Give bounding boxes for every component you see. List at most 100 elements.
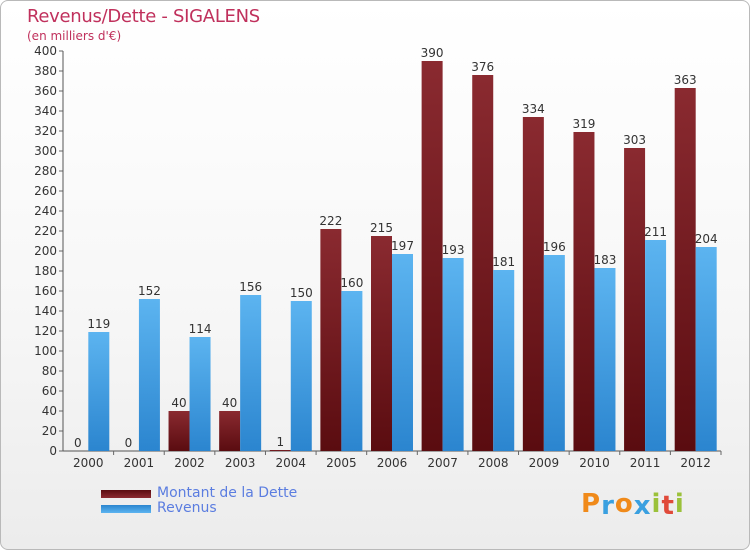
y-tick-label: 280 bbox=[34, 164, 57, 178]
x-tick-label: 2010 bbox=[579, 456, 610, 470]
bar-revenus bbox=[695, 247, 717, 451]
y-tick-label: 300 bbox=[34, 144, 57, 158]
bar-revenus bbox=[493, 270, 515, 451]
bar-revenus bbox=[290, 301, 312, 451]
logo-letter: P bbox=[581, 489, 602, 519]
y-tick-label: 220 bbox=[34, 224, 57, 238]
x-tick-label: 2009 bbox=[529, 456, 560, 470]
data-label-dette: 303 bbox=[623, 133, 646, 147]
bar-dette bbox=[371, 236, 392, 451]
y-tick-label: 60 bbox=[42, 384, 57, 398]
y-tick-label: 400 bbox=[34, 44, 57, 58]
bar-revenus bbox=[392, 254, 413, 451]
x-tick-label: 2001 bbox=[124, 456, 155, 470]
data-label-revenus: 196 bbox=[543, 240, 566, 254]
x-tick-label: 2011 bbox=[630, 456, 661, 470]
bar-dette bbox=[269, 450, 291, 451]
bar-dette bbox=[219, 411, 241, 451]
bar-revenus bbox=[645, 240, 667, 451]
logo-letter: x bbox=[633, 491, 652, 521]
x-tick-label: 2005 bbox=[326, 456, 357, 470]
data-label-dette: 222 bbox=[319, 214, 342, 228]
x-tick-label: 2012 bbox=[680, 456, 711, 470]
bar-dette bbox=[522, 117, 544, 451]
data-label-dette: 376 bbox=[471, 60, 494, 74]
data-label-dette: 40 bbox=[171, 396, 186, 410]
data-label-revenus: 119 bbox=[87, 317, 110, 331]
x-tick-label: 2008 bbox=[478, 456, 509, 470]
bar-revenus bbox=[341, 291, 363, 451]
data-label-revenus: 150 bbox=[290, 286, 313, 300]
y-tick-label: 380 bbox=[34, 64, 57, 78]
data-label-dette: 0 bbox=[125, 436, 133, 450]
y-tick-label: 80 bbox=[42, 364, 57, 378]
proxiti-logo: Proxiti bbox=[581, 489, 685, 521]
bar-dette bbox=[421, 61, 443, 451]
x-tick-label: 2000 bbox=[73, 456, 104, 470]
data-label-dette: 0 bbox=[74, 436, 82, 450]
data-label-revenus: 193 bbox=[442, 243, 465, 257]
logo-letter: t bbox=[661, 491, 675, 521]
data-label-revenus: 152 bbox=[138, 284, 161, 298]
y-tick-label: 120 bbox=[34, 324, 57, 338]
bar-dette bbox=[320, 229, 342, 451]
y-tick-label: 180 bbox=[34, 264, 57, 278]
x-tick-label: 2004 bbox=[275, 456, 306, 470]
bar-revenus bbox=[543, 255, 565, 451]
y-tick-label: 240 bbox=[34, 204, 57, 218]
legend-swatch-dette bbox=[101, 490, 151, 498]
y-tick-label: 0 bbox=[49, 444, 57, 458]
data-label-dette: 319 bbox=[573, 117, 596, 131]
data-label-revenus: 181 bbox=[492, 255, 515, 269]
bar-dette bbox=[472, 75, 494, 451]
legend-label-revenus: Revenus bbox=[157, 500, 217, 516]
y-tick-label: 100 bbox=[34, 344, 57, 358]
logo-letter: i bbox=[674, 489, 685, 519]
y-tick-label: 20 bbox=[42, 424, 57, 438]
x-tick-label: 2003 bbox=[225, 456, 256, 470]
bar-revenus bbox=[189, 337, 211, 451]
bar-revenus bbox=[88, 332, 110, 451]
bar-dette bbox=[168, 411, 190, 451]
x-tick-label: 2006 bbox=[377, 456, 408, 470]
data-label-revenus: 197 bbox=[391, 239, 414, 253]
x-tick-label: 2002 bbox=[174, 456, 205, 470]
bar-dette bbox=[573, 132, 595, 451]
bar-revenus bbox=[594, 268, 616, 451]
logo-letter: r bbox=[601, 491, 615, 521]
data-label-revenus: 211 bbox=[644, 225, 667, 239]
x-tick-label: 2007 bbox=[427, 456, 458, 470]
data-label-dette: 1 bbox=[276, 435, 284, 449]
y-tick-label: 200 bbox=[34, 244, 57, 258]
logo-letter: i bbox=[651, 489, 662, 519]
data-label-dette: 390 bbox=[421, 46, 444, 60]
y-tick-label: 140 bbox=[34, 304, 57, 318]
data-label-dette: 215 bbox=[370, 221, 393, 235]
bar-revenus bbox=[442, 258, 464, 451]
y-tick-label: 260 bbox=[34, 184, 57, 198]
y-tick-label: 340 bbox=[34, 104, 57, 118]
y-tick-label: 40 bbox=[42, 404, 57, 418]
data-label-dette: 334 bbox=[522, 102, 545, 116]
bar-revenus bbox=[240, 295, 262, 451]
data-label-revenus: 204 bbox=[695, 232, 718, 246]
bar-dette bbox=[624, 148, 646, 451]
y-tick-label: 320 bbox=[34, 124, 57, 138]
data-label-revenus: 160 bbox=[340, 276, 363, 290]
chart-subtitle: (en milliers d'€) bbox=[27, 29, 122, 43]
data-label-revenus: 183 bbox=[594, 253, 617, 267]
legend-swatch-revenus bbox=[101, 505, 151, 513]
bar-dette bbox=[674, 88, 696, 451]
y-tick-label: 160 bbox=[34, 284, 57, 298]
data-label-revenus: 114 bbox=[189, 322, 212, 336]
data-label-dette: 40 bbox=[222, 396, 237, 410]
logo-letter: o bbox=[614, 489, 634, 519]
data-label-dette: 363 bbox=[674, 73, 697, 87]
bar-revenus bbox=[138, 299, 160, 451]
chart-title: Revenus/Dette - SIGALENS bbox=[27, 6, 260, 27]
y-tick-label: 360 bbox=[34, 84, 57, 98]
legend-label-dette: Montant de la Dette bbox=[157, 485, 298, 501]
data-label-revenus: 156 bbox=[239, 280, 262, 294]
